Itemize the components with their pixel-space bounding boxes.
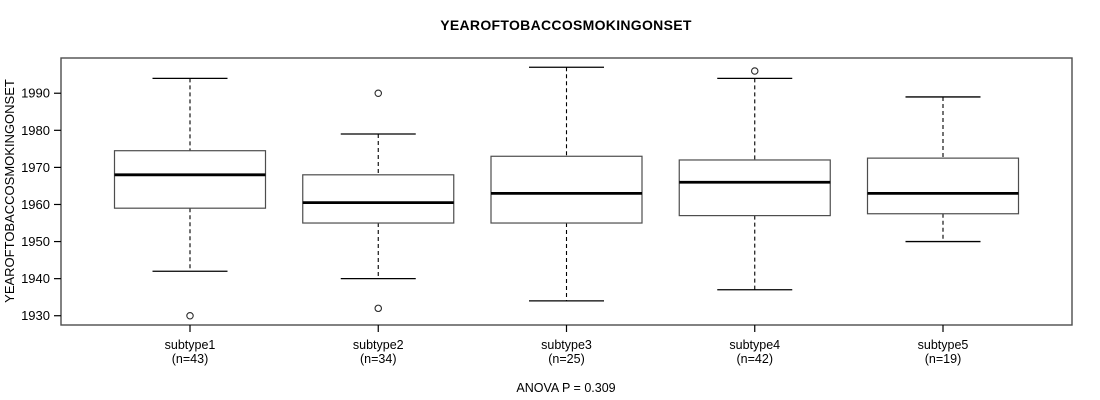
y-axis: 1930 1940 1950 1960 1970 1980 1990 [21,86,61,323]
y-tick-label: 1940 [21,271,50,286]
x-tick-label-subtype5: subtype5 [918,338,969,352]
x-tick-label-subtype4: subtype4 [729,338,780,352]
y-tick-label: 1960 [21,197,50,212]
outlier-subtype1 [186,311,194,320]
y-tick-label: 1950 [21,234,50,249]
y-tick-label: 1970 [21,160,50,175]
box-subtype3 [490,155,643,224]
y-tick-label: 1980 [21,123,50,138]
x-tick-sublabel-subtype4: (n=42) [737,352,773,366]
y-tick-label: 1930 [21,308,50,323]
x-tick-sublabel-subtype2: (n=34) [360,352,396,366]
x-tick-sublabel-subtype1: (n=43) [172,352,208,366]
x-tick-sublabel-subtype5: (n=19) [925,352,961,366]
boxes-layer [113,66,1020,320]
box-subtype2 [302,174,455,224]
x-tick-sublabel-subtype3: (n=25) [548,352,584,366]
box-subtype4 [678,159,831,217]
box-subtype5 [866,157,1020,215]
x-axis: subtype1(n=43) subtype2(n=34) subtype3(n=2… [165,325,969,366]
y-tick-label: 1990 [21,86,50,101]
x-tick-label-subtype3: subtype3 [541,338,592,352]
anova-annotation: ANOVA P = 0.309 [516,381,615,395]
outlier-subtype2 [374,89,382,97]
outlier-subtype4 [750,67,759,75]
x-tick-label-subtype2: subtype2 [353,338,404,352]
x-tick-label-subtype1: subtype1 [165,338,216,352]
outlier-subtype2 [374,304,382,313]
chart-title: YEAROFTOBACCOSMOKINGONSET [440,17,692,33]
y-axis-title: YEAROFTOBACCOSMOKINGONSET [2,79,17,303]
box-subtype1 [113,150,267,209]
